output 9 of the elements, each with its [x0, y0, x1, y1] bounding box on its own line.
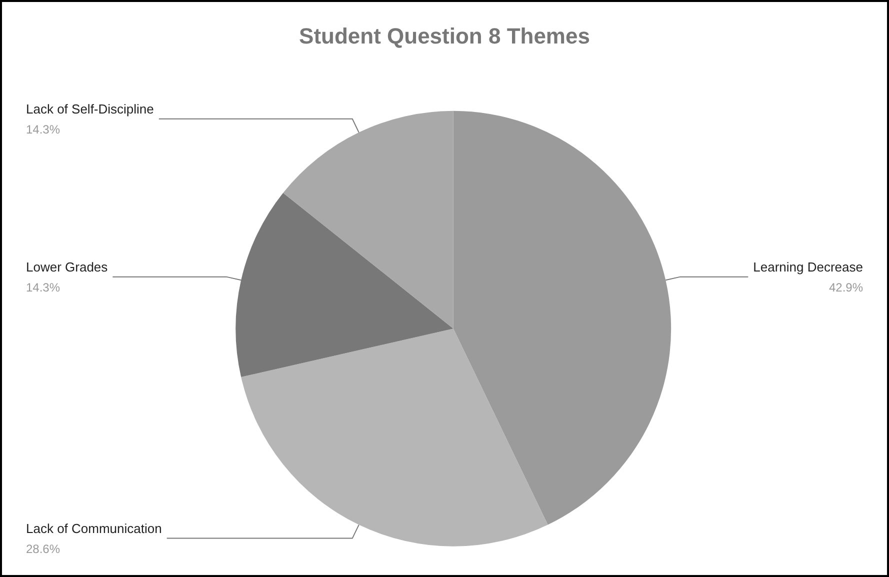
chart-title: Student Question 8 Themes	[299, 24, 590, 48]
slice-label: Lower Grades	[26, 259, 108, 274]
data-label: 28.6%	[26, 542, 60, 556]
data-label: 14.3%	[26, 280, 60, 294]
data-label: 14.3%	[26, 122, 60, 136]
slice-label: Lack of Self-Discipline	[26, 101, 154, 116]
slice-label: Lack of Communication	[26, 520, 162, 536]
data-label: 42.9%	[828, 280, 864, 294]
slice-label: Learning Decrease	[753, 259, 863, 274]
